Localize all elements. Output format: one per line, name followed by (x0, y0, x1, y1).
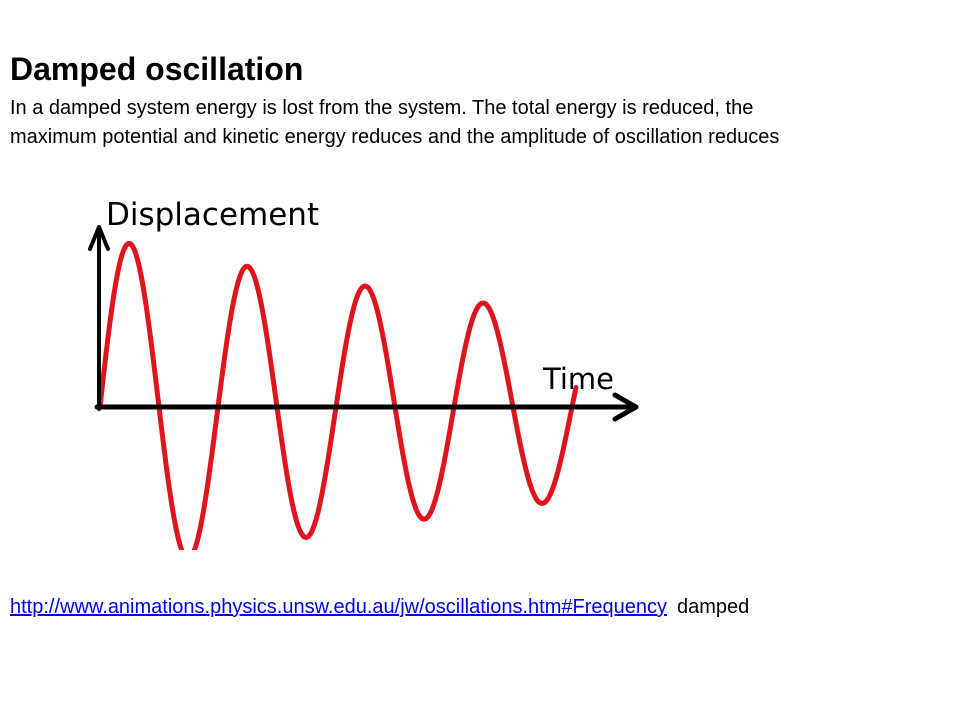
body-line-2: maximum potential and kinetic energy red… (10, 126, 780, 148)
damped-oscillation-graph: Displacement Time (88, 197, 639, 550)
slide-body-text: In a damped system energy is lost from t… (10, 94, 940, 152)
source-caption: damped (676, 596, 750, 618)
y-axis-label: Displacement (106, 197, 319, 233)
body-line-1: In a damped system energy is lost from t… (10, 97, 754, 119)
y-axis-arrowhead (88, 225, 110, 251)
damped-curve (97, 241, 579, 550)
x-axis-label: Time (542, 362, 614, 396)
damped-oscillation-figure: Displacement Time (70, 185, 660, 550)
slide-title: Damped oscillation (10, 51, 304, 87)
x-axis-arrowhead (612, 392, 639, 422)
source-link[interactable]: http://www.animations.physics.unsw.edu.a… (10, 596, 667, 618)
source-footer: http://www.animations.physics.unsw.edu.a… (10, 593, 749, 621)
